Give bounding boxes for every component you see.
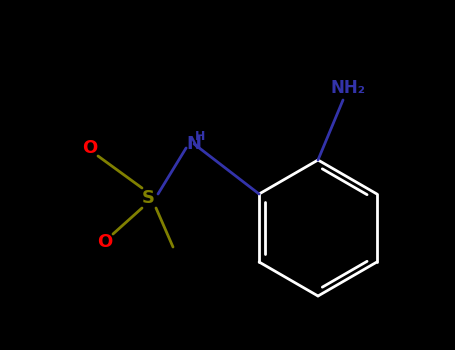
- Text: O: O: [82, 139, 98, 157]
- Text: N: N: [187, 135, 202, 153]
- Text: O: O: [97, 233, 113, 251]
- Text: S: S: [142, 189, 155, 207]
- Text: H: H: [195, 130, 205, 142]
- Text: NH₂: NH₂: [330, 79, 365, 97]
